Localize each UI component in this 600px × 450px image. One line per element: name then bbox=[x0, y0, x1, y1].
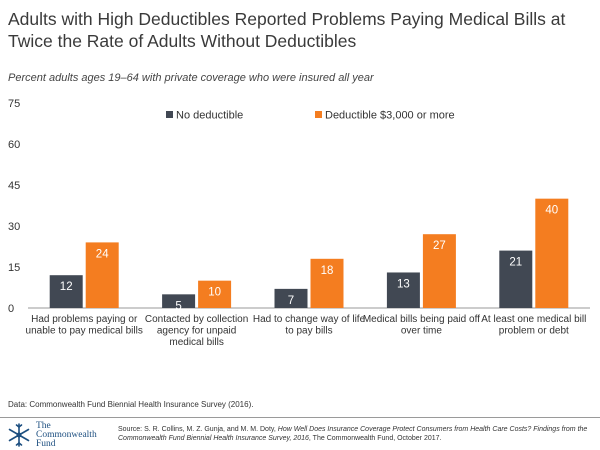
bar-deductible bbox=[85, 242, 119, 308]
legend-label: No deductible bbox=[176, 110, 243, 122]
legend-swatch-deductible bbox=[315, 111, 322, 118]
y-tick-label: 45 bbox=[8, 180, 20, 192]
snowflake-icon bbox=[8, 423, 30, 447]
source-citation: Source: S. R. Collins, M. Z. Gunja, and … bbox=[118, 425, 593, 443]
bar-value-label: 21 bbox=[509, 257, 522, 269]
bar-no-deductible bbox=[162, 294, 196, 308]
bar-deductible bbox=[198, 280, 232, 308]
bar-no-deductible bbox=[49, 275, 83, 308]
bar-deductible bbox=[422, 234, 456, 308]
category-label: medical bills bbox=[169, 337, 223, 348]
category-label: to pay bills bbox=[285, 326, 332, 337]
bar-value-label: 5 bbox=[175, 300, 181, 312]
source-suffix: , The Commonwealth Fund, October 2017. bbox=[308, 435, 442, 442]
source-prefix: Source: S. R. Collins, M. Z. Gunja, and … bbox=[118, 426, 278, 433]
y-tick-label: 0 bbox=[8, 303, 14, 315]
category-label: Had problems paying or bbox=[31, 314, 138, 325]
bar-no-deductible bbox=[386, 272, 420, 308]
category-label: agency for unpaid bbox=[157, 326, 237, 337]
bar-value-label: 10 bbox=[208, 287, 221, 299]
y-tick-label: 60 bbox=[8, 139, 20, 151]
category-label: unable to pay medical bills bbox=[26, 326, 143, 337]
category-label: Had to change way of life bbox=[253, 314, 366, 325]
logo-line-2: Commonwealth bbox=[36, 430, 97, 440]
chart-title: Adults with High Deductibles Reported Pr… bbox=[8, 9, 566, 51]
category-label: Contacted by collection bbox=[145, 314, 248, 325]
logo-line-3: Fund bbox=[36, 439, 56, 449]
bar-no-deductible bbox=[274, 288, 308, 308]
category-label: problem or debt bbox=[499, 326, 569, 337]
category-label: over time bbox=[401, 326, 443, 337]
data-source-note: Data: Commonwealth Fund Biennial Health … bbox=[8, 400, 254, 409]
y-tick-label: 15 bbox=[8, 262, 20, 274]
category-label: At least one medical bill bbox=[481, 314, 586, 325]
bar-value-label: 12 bbox=[60, 281, 73, 293]
bar-value-label: 13 bbox=[397, 278, 410, 290]
y-tick-label: 30 bbox=[8, 221, 20, 233]
bar-no-deductible bbox=[499, 250, 533, 308]
bar-value-label: 7 bbox=[288, 295, 294, 307]
legend-label: Deductible $3,000 or more bbox=[325, 110, 455, 122]
footer-divider bbox=[0, 417, 600, 418]
chart-subtitle: Percent adults ages 19–64 with private c… bbox=[8, 72, 374, 84]
bar-deductible bbox=[310, 258, 344, 308]
bar-deductible bbox=[535, 198, 569, 308]
bar-value-label: 18 bbox=[321, 265, 334, 277]
category-label: Medical bills being paid off bbox=[363, 314, 480, 325]
y-tick-label: 75 bbox=[8, 98, 20, 110]
bar-value-label: 24 bbox=[96, 248, 109, 260]
source-title: How Well Does Insurance Coverage Protect… bbox=[118, 426, 588, 442]
logo-line-1: The bbox=[36, 421, 51, 431]
bar-value-label: 27 bbox=[433, 240, 446, 252]
legend-swatch-no-deductible bbox=[166, 111, 173, 118]
bar-value-label: 40 bbox=[545, 205, 558, 217]
commonwealth-fund-logo: The Commonwealth Fund bbox=[6, 421, 101, 449]
